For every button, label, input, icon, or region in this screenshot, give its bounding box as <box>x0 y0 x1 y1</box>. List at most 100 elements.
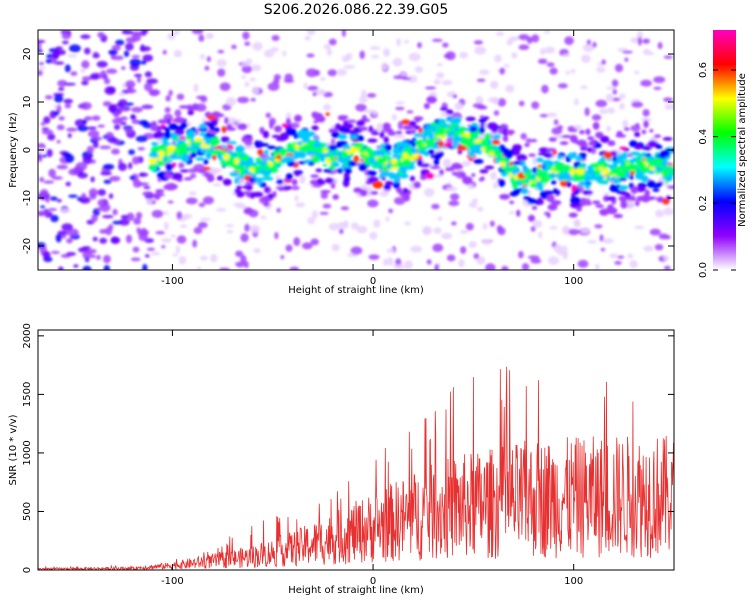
noise-blob <box>547 256 560 265</box>
noise-blob <box>252 86 260 95</box>
noise-blob <box>136 75 142 83</box>
signal-blob <box>641 152 647 157</box>
noise-blob <box>162 49 167 55</box>
noise-blob <box>116 102 124 108</box>
noise-blob <box>39 176 45 183</box>
signal-blob <box>264 186 269 193</box>
noise-blob <box>448 200 460 207</box>
noise-blob <box>90 176 95 183</box>
noise-blob <box>99 145 112 150</box>
signal-blob <box>481 147 486 152</box>
signal-blob <box>561 134 572 139</box>
signal-blob <box>433 159 440 166</box>
noise-blob <box>323 103 332 111</box>
signal-blob <box>662 137 673 141</box>
signal-blob <box>567 152 577 159</box>
noise-blob <box>474 46 487 55</box>
signal-blob <box>291 154 300 160</box>
signal-blob <box>569 134 578 143</box>
noise-blob <box>586 39 591 45</box>
noise-blob <box>649 228 661 236</box>
noise-blob <box>118 162 127 172</box>
noise-blob <box>611 97 621 102</box>
signal-blob <box>338 116 346 121</box>
noise-blob <box>285 244 293 252</box>
noise-blob <box>173 30 180 35</box>
signal-blob <box>172 172 183 181</box>
signal-blob <box>454 119 461 124</box>
signal-blob <box>168 123 178 131</box>
signal-blob <box>169 153 178 160</box>
noise-blob <box>446 254 456 262</box>
signal-blob <box>150 127 160 132</box>
noise-blob <box>120 214 129 219</box>
snr-frame <box>37 329 675 571</box>
noise-blob <box>59 208 71 214</box>
noise-blob <box>591 114 602 121</box>
signal-blob <box>286 142 292 151</box>
noise-blob <box>105 227 113 236</box>
signal-blob <box>237 161 247 166</box>
signal-blob <box>620 201 628 209</box>
noise-blob <box>251 64 262 72</box>
signal-blob <box>169 184 178 190</box>
noise-blob <box>459 246 467 254</box>
signal-blob <box>619 146 628 151</box>
noise-blob <box>176 93 185 101</box>
signal-blob <box>273 125 283 133</box>
y-tick-label: 500 <box>22 502 33 521</box>
noise-blob <box>113 111 120 118</box>
noise-blob <box>206 56 211 63</box>
noise-blob <box>237 96 250 104</box>
signal-blob <box>478 118 487 124</box>
noise-blob <box>84 116 93 121</box>
noise-blob <box>241 61 250 67</box>
noise-blob <box>202 196 214 205</box>
x-tick-label: -100 <box>161 576 184 587</box>
signal-blob <box>530 182 537 188</box>
signal-blob <box>236 166 247 172</box>
noise-blob <box>392 57 403 67</box>
noise-blob <box>137 120 149 126</box>
noise-blob <box>64 64 71 73</box>
signal-blob <box>466 131 478 139</box>
noise-blob <box>481 239 492 245</box>
signal-blob <box>505 130 516 135</box>
noise-blob <box>568 228 580 236</box>
noise-blob <box>126 212 135 221</box>
noise-blob <box>489 80 499 90</box>
noise-blob <box>244 41 251 46</box>
noise-blob <box>216 59 227 67</box>
noise-blob <box>441 79 453 86</box>
noise-blob <box>327 69 338 77</box>
noise-blob <box>475 95 484 105</box>
noise-blob <box>663 207 674 216</box>
noise-blob <box>204 65 210 71</box>
signal-blob <box>200 144 212 149</box>
signal-blob <box>264 176 274 181</box>
noise-blob <box>361 89 367 99</box>
noise-blob <box>82 250 92 260</box>
y-tick-label: 1000 <box>22 440 33 465</box>
noise-blob <box>240 233 249 243</box>
noise-blob <box>343 220 349 229</box>
noise-blob <box>341 30 346 38</box>
signal-blob <box>577 165 584 170</box>
noise-blob <box>38 49 44 53</box>
signal-blob <box>573 175 584 179</box>
y-tick-label: 0 <box>22 147 33 153</box>
noise-blob <box>173 49 183 58</box>
noise-blob <box>328 222 340 231</box>
noise-blob <box>105 131 114 139</box>
noise-blob <box>634 70 640 75</box>
signal-blob <box>242 191 252 195</box>
signal-blob <box>431 126 437 134</box>
signal-blob <box>468 126 478 133</box>
noise-blob <box>367 199 379 208</box>
x-tick-label: -100 <box>161 276 184 287</box>
signal-blob <box>377 149 386 157</box>
signal-blob <box>629 175 634 180</box>
signal-blob <box>347 160 357 167</box>
noise-blob <box>91 254 96 259</box>
signal-blob <box>355 142 360 149</box>
